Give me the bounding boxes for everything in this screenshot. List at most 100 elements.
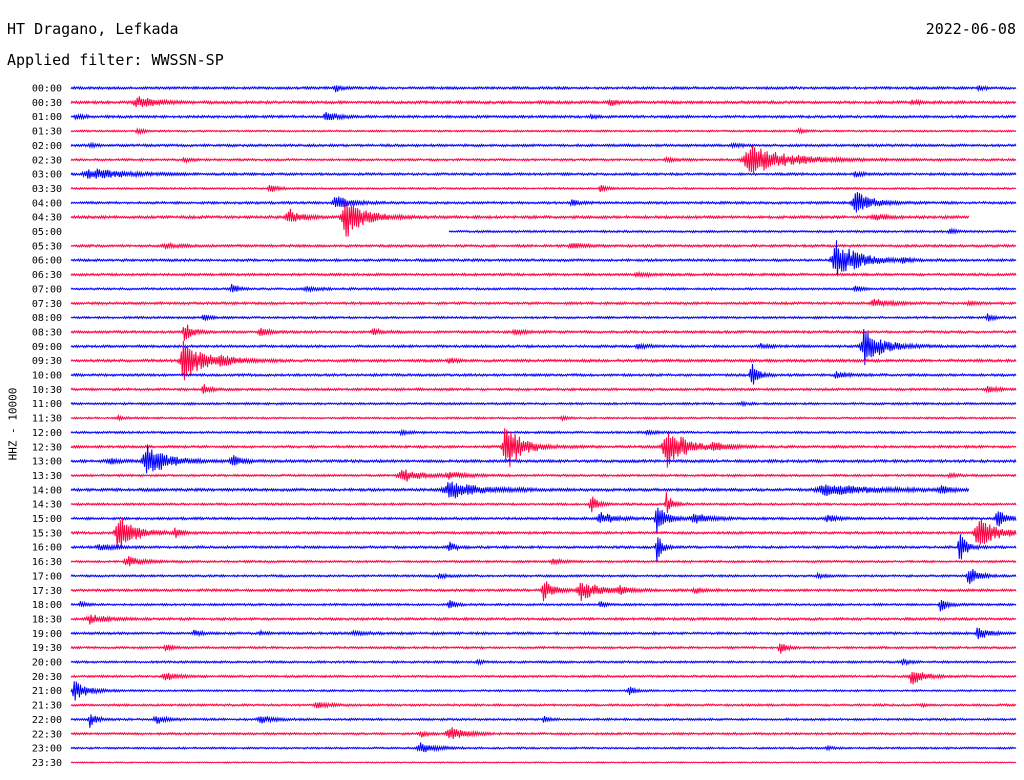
- trace-0030: [70, 96, 1017, 108]
- trace-1230: [70, 428, 1017, 468]
- time-label: 17:30: [32, 586, 62, 597]
- trace-2100: [70, 681, 1017, 701]
- date-label: 2022-06-08: [925, 20, 1016, 38]
- time-label: 10:00: [32, 371, 62, 382]
- trace-1100: [70, 400, 1017, 408]
- time-label: 23:30: [32, 758, 62, 769]
- time-label: 17:00: [32, 571, 62, 582]
- trace-2300: [70, 742, 1017, 753]
- trace-2200: [70, 714, 1017, 728]
- time-label: 15:30: [32, 528, 62, 539]
- trace-2030: [70, 672, 1017, 685]
- trace-0530: [70, 241, 1017, 251]
- trace-1130: [70, 413, 1017, 422]
- time-label: 00:30: [32, 98, 62, 109]
- trace-1430: [70, 492, 1017, 514]
- time-label: 05:30: [32, 241, 62, 252]
- trace-0000: [70, 84, 1017, 93]
- time-label: 12:30: [32, 442, 62, 453]
- trace-1900: [70, 627, 1017, 640]
- time-label: 21:30: [32, 701, 62, 712]
- time-label: 20:30: [32, 672, 62, 683]
- time-label: 09:30: [32, 356, 62, 367]
- trace-0500: [448, 227, 1017, 235]
- time-label: 14:00: [32, 485, 62, 496]
- time-label: 03:30: [32, 184, 62, 195]
- trace-0900: [70, 328, 1017, 366]
- station-title: HT Dragano, Lefkada: [7, 20, 179, 38]
- trace-1830: [70, 614, 1017, 625]
- time-label: 02:00: [32, 141, 62, 152]
- trace-0130: [70, 126, 1017, 136]
- trace-2000: [70, 658, 1017, 667]
- time-label: 13:30: [32, 471, 62, 482]
- time-label: 01:00: [32, 112, 62, 123]
- trace-0730: [70, 298, 1017, 308]
- trace-1200: [70, 428, 1017, 437]
- trace-1330: [70, 469, 1017, 482]
- time-label: 13:00: [32, 457, 62, 468]
- trace-2130: [70, 701, 1017, 710]
- trace-1600: [70, 534, 1017, 563]
- time-label: 20:00: [32, 658, 62, 669]
- time-label: 14:30: [32, 500, 62, 511]
- time-label: 09:00: [32, 342, 62, 353]
- trace-0700: [70, 283, 1017, 294]
- trace-0400: [70, 191, 1017, 213]
- trace-2230: [70, 727, 1017, 740]
- trace-1800: [70, 600, 1017, 612]
- time-label: 22:30: [32, 729, 62, 740]
- trace-0100: [70, 112, 1017, 121]
- time-label: 03:00: [32, 170, 62, 181]
- time-label: 16:30: [32, 557, 62, 568]
- trace-0830: [70, 324, 1017, 341]
- trace-1630: [70, 556, 1017, 567]
- time-label: 04:00: [32, 198, 62, 209]
- trace-1500: [70, 507, 1017, 534]
- time-label: 11:30: [32, 414, 62, 425]
- trace-0630: [70, 270, 1017, 279]
- time-label: 15:00: [32, 514, 62, 525]
- time-label: 18:30: [32, 614, 62, 625]
- time-label: 06:30: [32, 270, 62, 281]
- time-label: 01:30: [32, 127, 62, 138]
- trace-0800: [70, 313, 1017, 322]
- trace-1730: [70, 581, 1017, 602]
- trace-0300: [70, 168, 1017, 179]
- time-label: 10:30: [32, 385, 62, 396]
- trace-2330: [70, 761, 1017, 764]
- time-label: 16:00: [32, 543, 62, 554]
- trace-1530: [70, 517, 1017, 550]
- trace-0430: [70, 203, 970, 237]
- time-label: 06:00: [32, 256, 62, 267]
- time-label: 07:00: [32, 284, 62, 295]
- trace-0330: [70, 185, 1017, 193]
- time-label: 19:30: [32, 643, 62, 654]
- time-label: 08:30: [32, 327, 62, 338]
- time-label: 00:00: [32, 84, 62, 95]
- trace-1030: [70, 384, 1017, 394]
- time-label: 07:30: [32, 299, 62, 310]
- trace-1930: [70, 643, 1017, 654]
- trace-1000: [70, 363, 1017, 385]
- time-label: 05:00: [32, 227, 62, 238]
- trace-0230: [70, 145, 1017, 174]
- trace-1400: [70, 481, 970, 499]
- time-label: 22:00: [32, 715, 62, 726]
- time-label: 19:00: [32, 629, 62, 640]
- trace-0930: [70, 340, 1017, 381]
- time-label: 08:00: [32, 313, 62, 324]
- trace-0600: [70, 240, 1017, 277]
- time-label: 12:00: [32, 428, 62, 439]
- time-label: 18:00: [32, 600, 62, 611]
- trace-0200: [70, 141, 1017, 150]
- filter-label: Applied filter: WWSSN-SP: [7, 51, 224, 69]
- time-label: 02:30: [32, 155, 62, 166]
- time-label: 23:00: [32, 744, 62, 755]
- time-label: 11:00: [32, 399, 62, 410]
- trace-1700: [70, 568, 1017, 585]
- time-label: 21:00: [32, 686, 62, 697]
- time-label: 04:30: [32, 213, 62, 224]
- trace-1300: [70, 444, 1017, 474]
